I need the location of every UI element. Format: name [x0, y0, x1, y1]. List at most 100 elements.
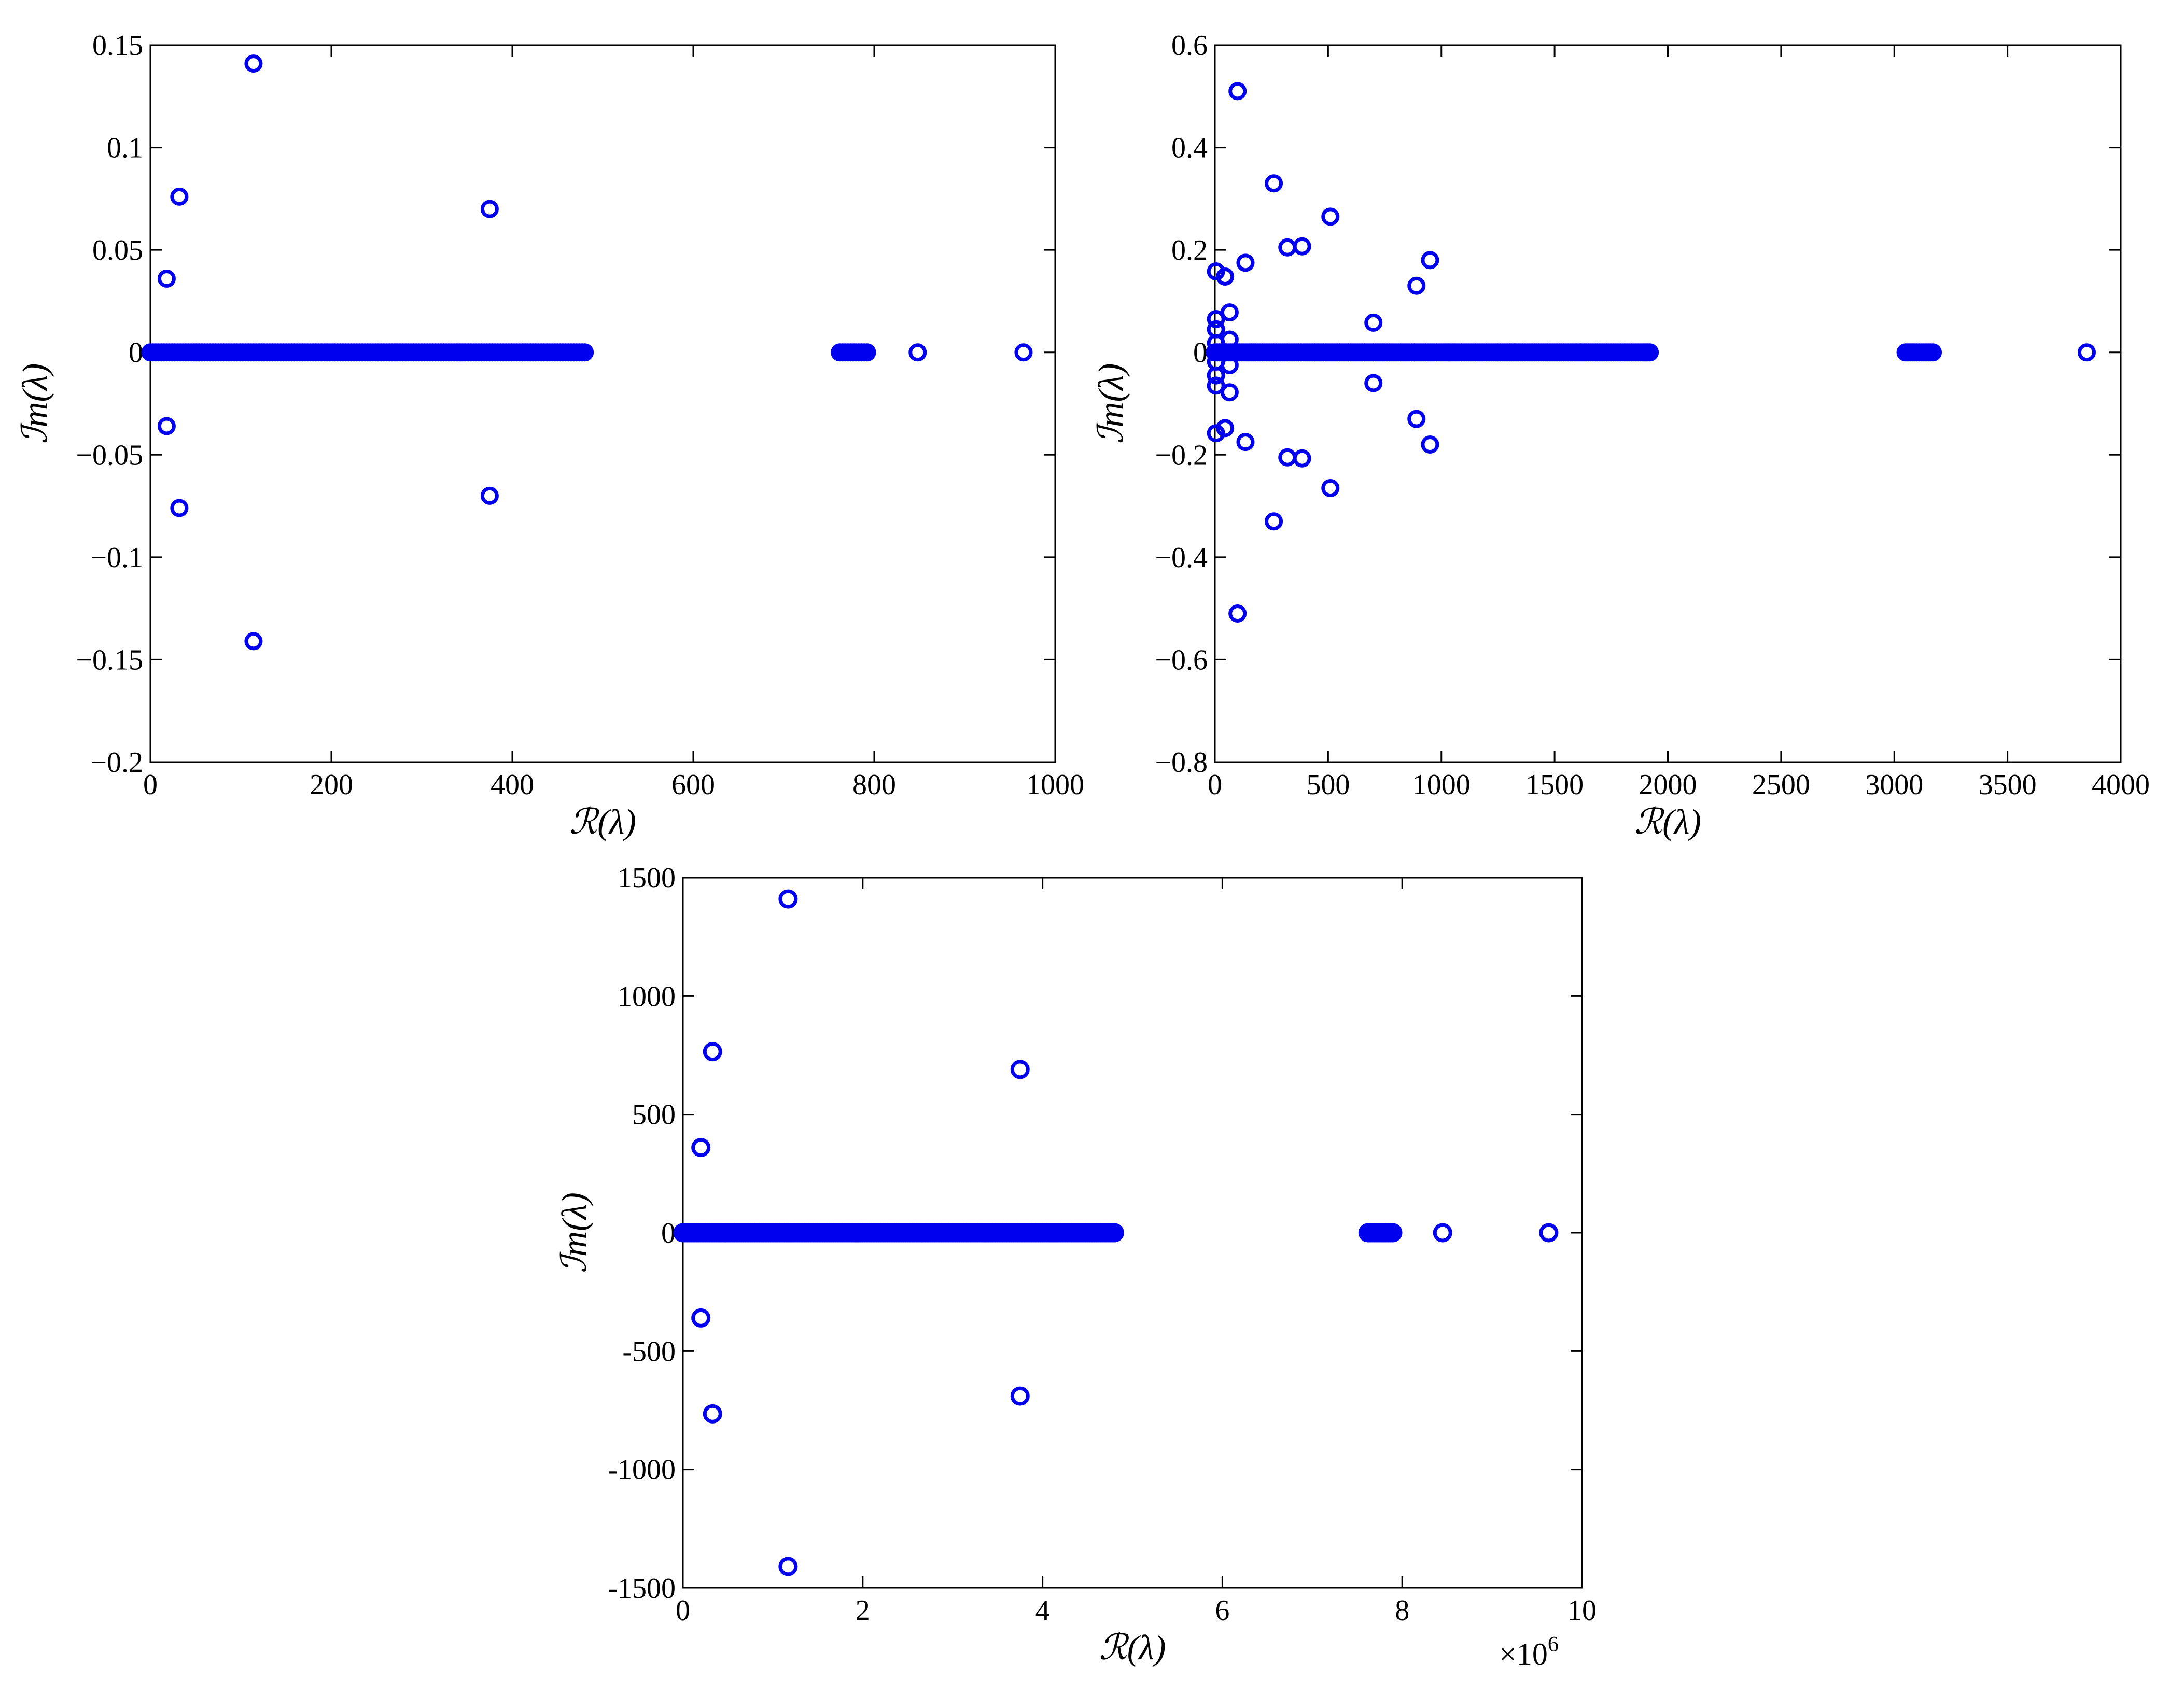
- data-point: [858, 343, 876, 362]
- y-tick-label: -500: [622, 1335, 676, 1368]
- x-tick-label: 3000: [1865, 769, 1923, 801]
- multiplier-exponent: 6: [1548, 1632, 1559, 1656]
- y-tick-label: −0.6: [1155, 644, 1208, 676]
- data-point: [1321, 478, 1340, 497]
- data-point: [778, 889, 798, 909]
- x-tick-label: 200: [310, 769, 353, 801]
- data-point: [1104, 1223, 1124, 1243]
- y-tick-label: −0.2: [1155, 439, 1208, 471]
- x-tick-label: 600: [671, 769, 715, 801]
- data-point: [1265, 174, 1283, 193]
- y-tick-label: 0.6: [1171, 30, 1208, 62]
- y-tick-label: 0: [1193, 337, 1208, 369]
- data-point: [1228, 604, 1247, 623]
- y-tick-label: −0.2: [90, 746, 143, 779]
- y-tick-label: -1500: [608, 1572, 676, 1604]
- data-point: [1421, 435, 1439, 454]
- x-tick-label: 6: [1215, 1595, 1229, 1627]
- data-point: [1293, 237, 1311, 256]
- x-axis-label: ℛ(λ): [569, 802, 636, 841]
- data-point: [480, 200, 499, 218]
- x-tick-label: 8: [1395, 1595, 1409, 1627]
- data-point: [1207, 262, 1225, 281]
- data-point: [1278, 448, 1297, 467]
- x-tick-label: 1500: [1525, 769, 1584, 801]
- data-point: [1265, 512, 1283, 531]
- data-point: [244, 54, 263, 73]
- data-point: [2077, 343, 2096, 362]
- y-tick-label: 0: [129, 337, 143, 369]
- data-point: [1014, 343, 1033, 362]
- x-tick-label: 2500: [1752, 769, 1810, 801]
- y-tick-label: 0.2: [1171, 234, 1208, 266]
- data-point: [908, 343, 927, 362]
- data-point: [703, 1042, 722, 1062]
- data-point: [1216, 419, 1235, 438]
- data-point: [1207, 334, 1225, 353]
- data-point: [778, 1557, 798, 1576]
- data-point: [1010, 1386, 1030, 1406]
- x-tick-label: 400: [491, 769, 534, 801]
- data-point: [1293, 449, 1311, 468]
- y-tick-label: −0.05: [76, 439, 143, 471]
- data-point: [1383, 1223, 1403, 1243]
- x-tick-label: 4000: [2092, 769, 2150, 801]
- x-tick-label: 800: [852, 769, 896, 801]
- y-tick-label: −0.8: [1155, 746, 1208, 779]
- data-point: [1228, 82, 1247, 101]
- x-axis-label: ℛ(λ): [1099, 1628, 1166, 1667]
- data-point: [157, 269, 176, 288]
- plot-frame: [149, 44, 1056, 763]
- data-point: [1641, 343, 1659, 362]
- data-point: [1321, 207, 1340, 226]
- data-point: [1207, 376, 1225, 395]
- y-tick-label: 500: [632, 1099, 676, 1131]
- x-tick-label: 10: [1567, 1595, 1597, 1627]
- y-tick-label: −0.4: [1155, 542, 1208, 574]
- data-point: [1407, 410, 1426, 428]
- data-point: [1236, 433, 1255, 452]
- data-point: [691, 1308, 711, 1328]
- x-tick-label: 1000: [1026, 769, 1084, 801]
- data-point: [1539, 1223, 1559, 1243]
- data-point: [1207, 352, 1225, 371]
- y-axis-label: ℐm(λ): [15, 363, 54, 444]
- y-tick-label: 0.1: [107, 132, 143, 164]
- x-tick-label: 0: [1208, 769, 1222, 801]
- y-axis-label: ℐm(λ): [554, 1192, 594, 1273]
- scatter-panel-2: 0 500 1000 1500 2000 2500 3000 3500 4000 −0.8 −0.6…: [1091, 30, 2150, 841]
- y-tick-label: 0.05: [92, 234, 143, 266]
- data-point: [1364, 374, 1383, 392]
- data-series: [673, 889, 1559, 1576]
- data-point: [1923, 343, 1942, 362]
- data-point: [1407, 276, 1426, 295]
- multiplier-base: ×10: [1499, 1637, 1548, 1671]
- data-point: [480, 486, 499, 505]
- data-series: [141, 54, 1033, 651]
- data-series: [1206, 82, 2096, 623]
- x-tick-label: 500: [1306, 769, 1350, 801]
- data-point: [691, 1138, 711, 1158]
- data-point: [1421, 251, 1439, 270]
- data-point: [1010, 1060, 1030, 1079]
- data-point: [1236, 253, 1255, 272]
- data-point: [170, 499, 189, 517]
- y-tick-label: −0.15: [76, 644, 143, 676]
- data-point: [244, 632, 263, 651]
- data-point: [576, 343, 594, 362]
- y-axis-label: ℐm(λ): [1091, 363, 1130, 444]
- x-tick-label: 2: [856, 1595, 870, 1627]
- y-tick-label: 0: [661, 1217, 676, 1249]
- x-axis-multiplier: ×106: [1499, 1632, 1559, 1671]
- y-tick-label: −0.1: [90, 542, 143, 574]
- y-tick-label: -1000: [608, 1454, 676, 1486]
- x-tick-label: 2000: [1639, 769, 1697, 801]
- x-axis-label: ℛ(λ): [1634, 802, 1701, 841]
- data-point: [1433, 1223, 1452, 1243]
- scatter-panel-1: 0 200 400 600 800 1000 −0.2 −0.15 −0.1 −0.05 0 0.05…: [15, 30, 1084, 841]
- data-point: [1207, 310, 1225, 329]
- data-point: [1216, 267, 1235, 286]
- x-tick-label: 1000: [1412, 769, 1471, 801]
- data-point: [1220, 303, 1239, 322]
- x-tick-label: 3500: [1979, 769, 2037, 801]
